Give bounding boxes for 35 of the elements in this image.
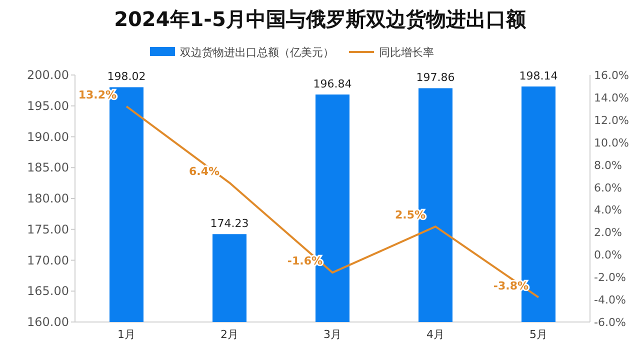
data-label: 198.02 [107, 70, 146, 84]
y2-tick-label: 2.0% [594, 226, 622, 240]
y-tick-label: 165.00 [27, 284, 69, 298]
y2-tick-label: 16.0% [594, 69, 629, 82]
y2-tick-label: 4.0% [594, 204, 622, 217]
line-series [126, 105, 540, 298]
x-tick-label: 1月 [118, 328, 136, 341]
chart-title: 2024年1-5月中国与俄罗斯双边货物进出口额 [114, 7, 527, 31]
data-label: 174.23 [210, 217, 249, 230]
y2-tick-label: -4.0% [594, 294, 626, 307]
data-label: 198.14 [519, 69, 558, 82]
x-tick-label: 3月 [324, 328, 342, 341]
y2-tick-label: 12.0% [594, 114, 629, 127]
y-tick-label: 190.00 [27, 130, 69, 144]
data-label: 196.84 [313, 78, 352, 91]
y-tick-label: 175.00 [27, 222, 69, 236]
y2-tick-label: 10.0% [594, 136, 629, 150]
x-tick-label: 4月 [426, 328, 444, 341]
y2-tick-label: 14.0% [594, 91, 629, 104]
y-tick-label: 160.00 [27, 315, 69, 329]
x-tick-label: 2月 [220, 328, 238, 341]
y2-tick-label: 6.0% [594, 181, 622, 194]
data-label: 197.86 [416, 71, 455, 84]
y-tick-label: 185.00 [27, 160, 69, 175]
y-tick-label: 195.00 [27, 98, 69, 113]
legend-label: 双边货物进出口总额（亿美元） [180, 46, 334, 59]
y2-tick-label: 0.0% [594, 248, 622, 262]
legend-label: 同比增长率 [379, 46, 434, 59]
x-tick-label: 5月 [530, 328, 548, 341]
y2-tick-label: -2.0% [594, 271, 626, 284]
y2-tick-label: -6.0% [594, 316, 626, 329]
y-tick-label: 200.00 [27, 68, 69, 82]
y-tick-label: 170.00 [27, 253, 69, 268]
y-tick-label: 180.00 [27, 192, 69, 206]
y2-tick-label: 8.0% [594, 158, 622, 172]
